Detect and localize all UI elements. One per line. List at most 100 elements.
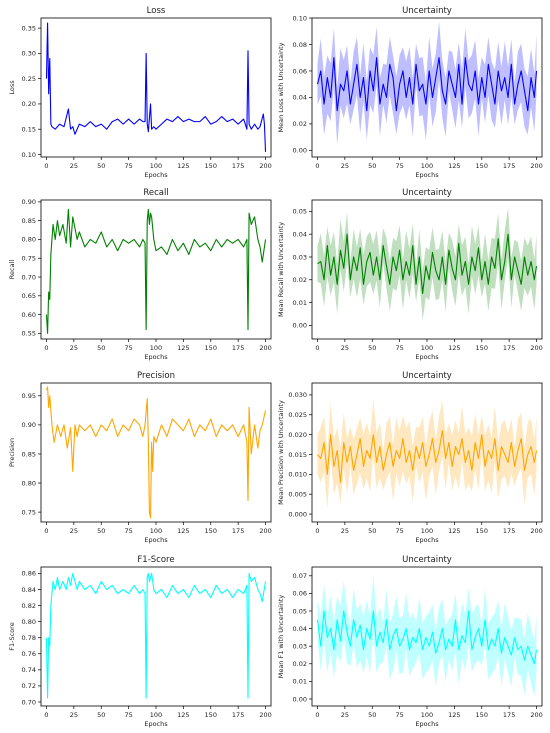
x-tick-label: 150 [205, 162, 217, 170]
plot-frame [311, 17, 543, 158]
y-tick-label: 0.000 [288, 510, 307, 518]
plot-area [45, 572, 267, 699]
x-tick-label: 175 [232, 344, 244, 352]
x-tick-label: 125 [177, 344, 189, 352]
x-tick-label: 75 [124, 711, 132, 719]
x-tick-label: 175 [232, 711, 244, 719]
x-tick-label: 150 [205, 711, 217, 719]
y-tick-label: 0.82 [22, 602, 36, 610]
y-tick-label: 0.02 [293, 276, 307, 284]
x-tick-label: 100 [150, 162, 162, 170]
x-tick-label: 200 [259, 527, 271, 535]
chart-panel-6: Uncertainty 0 25 50 75 100 125 150 175 200 0.000 0.… [277, 371, 543, 544]
x-tick-label: 50 [368, 344, 376, 352]
y-tick-label: 0.025 [288, 411, 307, 419]
x-tick-label: 200 [530, 711, 542, 719]
series-line [317, 430, 538, 483]
y-tick-label: 0.08 [293, 41, 307, 49]
x-tick-label: 0 [44, 711, 48, 719]
x-tick-label: 125 [177, 162, 189, 170]
chart-title: Uncertainty [402, 555, 452, 565]
y-tick-label: 0.76 [22, 650, 36, 658]
chart-title: Recall [143, 188, 168, 198]
y-tick-label: 0.015 [288, 451, 307, 459]
plot-area [45, 22, 267, 152]
y-tick-label: 0.06 [293, 67, 307, 75]
chart-panel-2: Uncertainty 0 25 50 75 100 125 150 175 200 0.00 0.0… [277, 6, 543, 179]
y-tick-label: 0.85 [22, 217, 36, 225]
y-tick-label: 0.95 [22, 392, 36, 400]
plot-area [317, 207, 538, 320]
y-tick-label: 0.90 [22, 198, 36, 206]
plot-frame [40, 566, 272, 707]
y-tick-label: 0.030 [288, 391, 307, 399]
y-tick-label: 0.80 [22, 236, 36, 244]
chart-title: F1-Score [137, 555, 174, 565]
x-tick-label: 150 [476, 162, 488, 170]
x-tick-label: 125 [448, 527, 460, 535]
series-line [45, 572, 267, 699]
plot-area [316, 21, 538, 146]
x-tick-label: 150 [476, 344, 488, 352]
y-axis-label: Precision [8, 438, 16, 467]
y-tick-label: 0.03 [293, 642, 307, 650]
x-axis-label: Epochs [415, 536, 439, 544]
y-tick-label: 0.78 [22, 634, 36, 642]
y-tick-label: 0.05 [293, 607, 307, 615]
y-tick-label: 0.03 [293, 253, 307, 261]
y-tick-label: 0.60 [22, 311, 36, 319]
x-tick-label: 0 [315, 344, 319, 352]
series-line [316, 57, 538, 112]
x-tick-label: 200 [259, 162, 271, 170]
chart-title: Uncertainty [402, 6, 452, 16]
x-axis-label: Epochs [415, 353, 439, 361]
uncertainty-band [317, 21, 537, 146]
uncertainty-band [317, 207, 537, 320]
y-tick-label: 0.10 [22, 151, 36, 159]
series-line [316, 610, 538, 665]
x-tick-label: 175 [232, 527, 244, 535]
x-tick-label: 75 [395, 162, 403, 170]
x-tick-label: 50 [368, 527, 376, 535]
y-tick-label: 0.010 [288, 471, 307, 479]
x-tick-label: 175 [503, 344, 515, 352]
chart-title: Loss [147, 6, 166, 16]
y-tick-label: 0.70 [22, 273, 36, 281]
y-tick-label: 0.30 [22, 50, 36, 58]
plot-frame [40, 199, 272, 340]
chart-title: Uncertainty [402, 188, 452, 198]
y-tick-label: 0.35 [22, 24, 36, 32]
x-tick-label: 0 [44, 344, 48, 352]
x-tick-label: 0 [315, 711, 319, 719]
x-tick-label: 125 [448, 344, 460, 352]
x-tick-label: 100 [421, 344, 433, 352]
x-axis-label: Epochs [144, 353, 168, 361]
x-tick-label: 100 [421, 162, 433, 170]
y-tick-label: 0.00 [293, 322, 307, 330]
x-tick-label: 50 [97, 711, 105, 719]
y-axis-label: Mean F1 with Uncertainty [277, 595, 285, 679]
plot-frame [311, 199, 543, 340]
x-tick-label: 150 [205, 344, 217, 352]
series-line [317, 233, 538, 294]
x-tick-label: 125 [177, 711, 189, 719]
plot-frame [40, 382, 272, 523]
plot-frame [311, 566, 543, 707]
y-tick-label: 0.65 [22, 292, 36, 300]
x-tick-label: 25 [70, 711, 78, 719]
x-tick-label: 125 [448, 711, 460, 719]
y-axis-label: Mean Recall with Uncertainty [277, 222, 285, 317]
y-tick-label: 0.04 [293, 625, 307, 633]
chart-panel-3: Recall 0 25 50 75 100 125 150 175 200 0.55 0.60 0.65… [8, 188, 272, 361]
y-tick-label: 0.80 [22, 618, 36, 626]
y-tick-label: 0.25 [22, 75, 36, 83]
x-tick-label: 50 [97, 344, 105, 352]
x-tick-label: 150 [205, 527, 217, 535]
x-tick-label: 75 [124, 344, 132, 352]
plot-area [317, 400, 538, 509]
x-tick-label: 0 [44, 162, 48, 170]
x-tick-label: 125 [448, 162, 460, 170]
y-axis-label: F1-Score [8, 622, 16, 650]
y-tick-label: 0.01 [293, 299, 307, 307]
